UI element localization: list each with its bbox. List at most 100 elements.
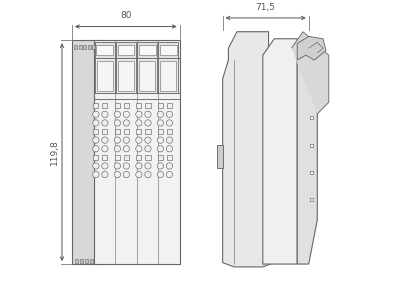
Circle shape [123,146,130,152]
Bar [124,103,129,108]
Bar [160,44,177,55]
Bar [97,61,113,90]
Bar [79,45,82,49]
Circle shape [123,163,130,169]
Circle shape [114,137,120,143]
Bar [145,129,151,134]
Text: 71,5: 71,5 [256,3,276,12]
Circle shape [157,120,164,126]
Bar [136,155,142,160]
Circle shape [157,111,164,117]
Bar [124,155,129,160]
Bar [116,42,136,57]
Circle shape [136,146,142,152]
Bar [167,129,172,134]
Bar [118,44,135,55]
Circle shape [93,111,99,117]
Circle shape [166,120,173,126]
Bar [160,61,177,90]
Bar [158,103,163,108]
Polygon shape [263,39,297,264]
Bar [74,45,77,49]
Polygon shape [297,36,326,60]
Circle shape [136,163,142,169]
Bar [72,40,102,264]
Bar [158,58,178,93]
Bar [145,155,151,160]
Circle shape [123,171,130,178]
Bar [136,129,142,134]
Bar [310,171,313,174]
Bar [115,103,120,108]
Circle shape [123,120,130,126]
Polygon shape [223,32,274,267]
Circle shape [166,111,173,117]
Bar [137,58,157,93]
Circle shape [93,171,99,178]
Bar [158,42,178,57]
Bar [96,44,113,55]
Circle shape [123,111,130,117]
Bar [93,103,98,108]
Circle shape [157,146,164,152]
Bar [95,58,115,93]
Bar [115,155,120,160]
Bar [93,40,180,264]
Bar [95,42,115,57]
Circle shape [157,137,164,143]
Circle shape [114,146,120,152]
Bar [124,129,129,134]
Circle shape [145,137,151,143]
Circle shape [145,163,151,169]
Polygon shape [217,145,223,168]
Bar [116,58,136,93]
Bar [139,44,155,55]
Circle shape [102,146,108,152]
Bar [102,103,107,108]
Bar [158,129,163,134]
Circle shape [145,146,151,152]
Circle shape [145,111,151,117]
Circle shape [145,120,151,126]
Bar [136,103,142,108]
Circle shape [102,171,108,178]
Bar [93,155,98,160]
Bar [93,45,95,49]
Circle shape [136,171,142,178]
Bar [310,117,313,119]
Bar [139,61,155,90]
Circle shape [102,163,108,169]
Circle shape [136,137,142,143]
Text: 80: 80 [120,11,132,20]
Circle shape [114,120,120,126]
Circle shape [114,111,120,117]
Polygon shape [291,32,329,114]
Bar [310,198,313,201]
Bar [167,103,172,108]
Bar [90,259,93,263]
Polygon shape [297,60,317,264]
Bar [80,259,83,263]
Bar [75,259,78,263]
Bar [310,144,313,147]
Circle shape [93,120,99,126]
Bar [158,155,163,160]
Text: 119,8: 119,8 [50,139,59,165]
Circle shape [102,111,108,117]
Circle shape [166,146,173,152]
Bar [83,45,86,49]
Circle shape [93,146,99,152]
Bar [102,129,107,134]
Circle shape [166,163,173,169]
Bar [137,42,157,57]
Bar [145,103,151,108]
Bar [102,155,107,160]
Bar [85,259,88,263]
Bar [118,61,134,90]
Circle shape [114,171,120,178]
Circle shape [123,137,130,143]
Bar [88,45,91,49]
Circle shape [136,111,142,117]
Circle shape [157,171,164,178]
Bar [93,129,98,134]
